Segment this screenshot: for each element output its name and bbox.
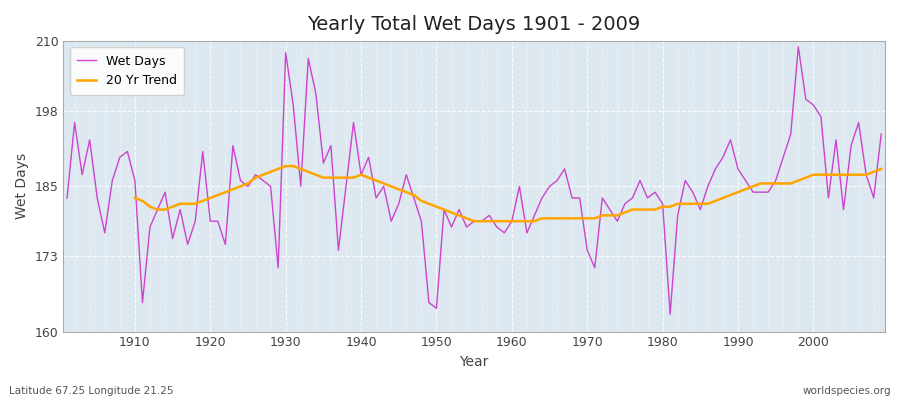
Wet Days (499, 230, 509, 235)
Wet Days (665, 312, 676, 316)
Legend: Wet Days, 20 Yr Trend: Wet Days, 20 Yr Trend (69, 47, 184, 95)
20 Yr Trend (529, 219, 540, 224)
Wet Days (507, 219, 517, 224)
20 Yr Trend (590, 216, 600, 221)
Line: 20 Yr Trend: 20 Yr Trend (135, 166, 881, 221)
X-axis label: Year: Year (460, 355, 489, 369)
Title: Yearly Total Wet Days 1901 - 2009: Yearly Total Wet Days 1901 - 2009 (308, 15, 641, 34)
20 Yr Trend (310, 172, 321, 177)
Wet Days (122, 149, 133, 154)
Wet Days (333, 248, 344, 253)
Wet Days (288, 103, 299, 108)
Line: Wet Days: Wet Days (68, 47, 881, 314)
20 Yr Trend (273, 166, 284, 171)
20 Yr Trend (469, 219, 480, 224)
Wet Days (597, 196, 608, 200)
Wet Days (62, 196, 73, 200)
20 Yr Trend (876, 166, 886, 171)
Text: worldspecies.org: worldspecies.org (803, 386, 891, 396)
Wet Days (793, 44, 804, 49)
Y-axis label: Wet Days: Wet Days (15, 153, 29, 220)
20 Yr Trend (130, 196, 140, 200)
20 Yr Trend (280, 164, 291, 168)
20 Yr Trend (831, 172, 842, 177)
Text: Latitude 67.25 Longitude 21.25: Latitude 67.25 Longitude 21.25 (9, 386, 174, 396)
Wet Days (876, 132, 886, 136)
20 Yr Trend (853, 172, 864, 177)
